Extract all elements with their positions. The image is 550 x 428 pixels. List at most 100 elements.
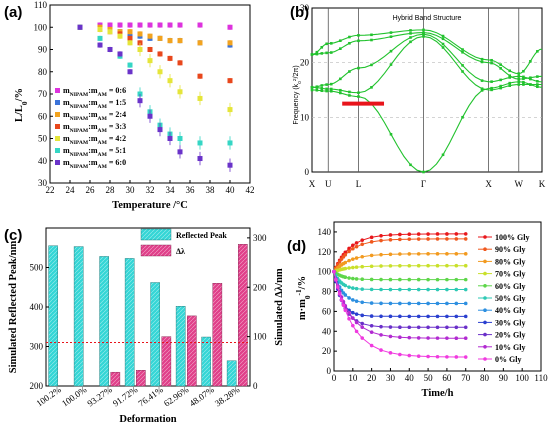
data-point	[445, 355, 449, 359]
data-point	[407, 252, 412, 256]
band-point	[339, 91, 342, 95]
band-point	[499, 63, 502, 66]
data-point	[197, 156, 203, 162]
data-point	[379, 324, 383, 329]
data-point	[351, 323, 355, 328]
x-tick-label-d: 40	[405, 373, 415, 383]
data-point	[197, 95, 203, 101]
data-point	[157, 22, 163, 28]
data-point	[445, 314, 449, 319]
data-point	[398, 325, 402, 329]
legend-marker-d	[483, 308, 487, 313]
legend-marker-d	[483, 271, 487, 276]
data-point	[167, 38, 173, 44]
data-point	[117, 22, 123, 28]
data-point	[398, 263, 402, 268]
x-tick-label-d: 80	[480, 373, 490, 383]
x-point-label-b: Γ	[421, 179, 426, 189]
band-point	[325, 42, 328, 46]
category-label-c: 91.72%	[111, 384, 140, 408]
data-point	[157, 69, 163, 75]
data-point	[379, 333, 383, 337]
data-point	[137, 22, 143, 28]
y2-axis-label-c: Simulated Δλ/nm	[274, 268, 285, 346]
band-point	[441, 42, 445, 46]
legend-label-d: 30% Gly	[495, 318, 525, 327]
band-point	[517, 80, 521, 84]
band-point	[522, 83, 525, 86]
data-point	[227, 140, 233, 146]
data-point	[354, 265, 359, 269]
bar-delta-lambda	[110, 371, 121, 387]
band-point	[348, 94, 351, 97]
category-label-c: 93.27%	[85, 384, 114, 408]
legend-marker-d	[483, 345, 487, 349]
band-point	[357, 39, 360, 43]
legend-marker-a	[55, 88, 60, 93]
data-point	[398, 335, 402, 340]
data-point	[351, 286, 355, 290]
band-point	[536, 50, 539, 53]
data-point	[369, 264, 374, 269]
band-point	[370, 63, 373, 67]
y-axis-label-d: m·m0-1/%	[294, 276, 312, 320]
legend-marker-d	[483, 332, 487, 337]
band-point	[480, 60, 484, 64]
data-point	[445, 277, 449, 282]
band-point	[325, 51, 328, 55]
data-point	[454, 237, 459, 241]
y-tick-label-b: 0	[305, 167, 310, 177]
curve-10	[333, 271, 466, 358]
data-point	[454, 287, 459, 292]
data-point	[147, 33, 153, 39]
band-point	[315, 52, 319, 56]
data-point	[107, 22, 113, 28]
data-point	[107, 47, 113, 52]
data-point	[347, 246, 351, 251]
band-point	[310, 88, 314, 92]
band-point	[480, 89, 484, 92]
band-point	[320, 87, 324, 90]
y2-tick-label-c: 0	[253, 381, 258, 391]
y-tick-label-d: 80	[322, 287, 332, 297]
band-point	[461, 48, 464, 51]
x-tick-label-a: 22	[46, 185, 55, 195]
band-point	[522, 69, 525, 73]
data-point	[127, 29, 133, 35]
data-point	[416, 287, 421, 292]
legend-marker-d	[483, 357, 487, 361]
data-point	[177, 149, 183, 155]
data-point	[426, 301, 430, 306]
data-point	[369, 330, 374, 334]
data-point	[137, 31, 143, 37]
data-point	[347, 249, 351, 254]
data-point	[354, 277, 359, 281]
data-point	[117, 51, 123, 57]
band-point	[409, 40, 412, 44]
bar-reflected-peak	[73, 246, 84, 387]
data-point	[177, 89, 183, 95]
y-tick-label-a: 110	[34, 0, 48, 10]
data-point	[416, 232, 421, 236]
band-point	[490, 86, 493, 90]
y-tick-label-d: 60	[322, 306, 332, 316]
band-point	[389, 49, 393, 53]
data-point	[435, 354, 440, 359]
data-point	[388, 325, 393, 329]
legend-label-d: 100% Gly	[495, 233, 529, 242]
bar-delta-lambda	[161, 336, 172, 387]
legend-label-d: 90% Gly	[495, 245, 525, 254]
data-point	[137, 47, 143, 52]
band-point	[461, 50, 464, 54]
data-point	[379, 287, 383, 292]
band-point	[441, 34, 445, 38]
data-point	[426, 252, 430, 256]
data-point	[347, 266, 351, 270]
title-b: Hybrid Band Structure	[393, 15, 462, 22]
band-point	[517, 83, 521, 86]
data-point	[117, 33, 123, 39]
data-point	[341, 303, 346, 308]
data-point	[388, 314, 393, 319]
x-point-label-b: W	[515, 179, 524, 189]
bar-delta-lambda	[238, 244, 248, 387]
